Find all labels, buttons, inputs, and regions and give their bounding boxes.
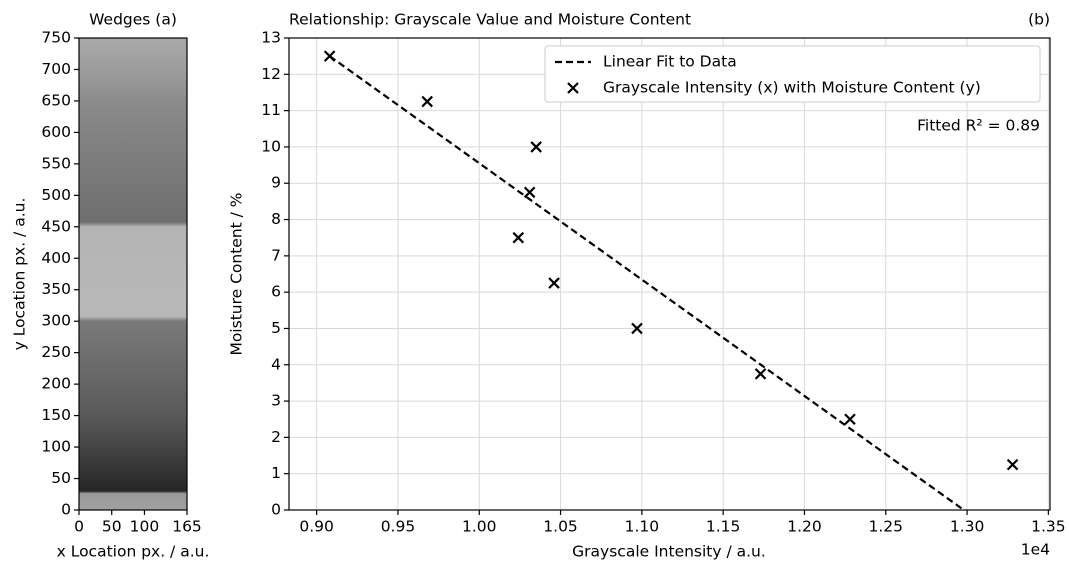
- y-tick-label: 150: [41, 406, 71, 424]
- panel-label: (b): [1028, 11, 1050, 29]
- wedge-image: [79, 38, 187, 510]
- x-tick-label: 1.30: [950, 518, 985, 536]
- point: [845, 414, 855, 424]
- x-tick-label: 1.15: [706, 518, 741, 536]
- x-tick-label: 0.95: [381, 518, 416, 536]
- x-tick-label: 1.00: [462, 518, 497, 536]
- point: [756, 369, 766, 379]
- y-tick-label: 13: [261, 29, 281, 47]
- y-tick-label: 200: [41, 375, 71, 393]
- x-tick-label: 1.05: [543, 518, 578, 536]
- panel-title: Wedges (a): [89, 11, 177, 29]
- y-tick-label: 600: [41, 123, 71, 141]
- x-tick-label: 1.35: [1031, 518, 1066, 536]
- legend: Linear Fit to Data Grayscale Intensity (x…: [545, 46, 1040, 102]
- y-tick-label: 10: [261, 137, 281, 155]
- y-tick-label: 350: [41, 280, 71, 298]
- point: [549, 278, 559, 288]
- y-tick-label: 6: [271, 283, 281, 301]
- point: [325, 51, 335, 61]
- y-tick-label: 0: [61, 501, 71, 519]
- x-tick-label: 165: [172, 518, 202, 536]
- fit-line: [330, 56, 964, 510]
- chart-title: Relationship: Grayscale Value and Moistu…: [289, 11, 691, 29]
- x-tick-label: 1.20: [787, 518, 822, 536]
- y-tick-label: 11: [261, 101, 281, 119]
- point: [525, 187, 535, 197]
- y-tick-label: 250: [41, 343, 71, 361]
- y-tick-label: 750: [41, 29, 71, 47]
- x-axis-label: Grayscale Intensity / a.u.: [572, 543, 766, 561]
- y-tick-label: 700: [41, 60, 71, 78]
- y-tick-label: 7: [271, 246, 281, 264]
- figure: Wedges (a) x Location px. / a.u. y Locat…: [0, 0, 1069, 562]
- legend-label: Grayscale Intensity (x) with Moisture Co…: [603, 79, 981, 97]
- y-tick-label: 300: [41, 312, 71, 330]
- y-tick-label: 2: [271, 428, 281, 446]
- y-tick-label: 5: [271, 319, 281, 337]
- y-tick-label: 8: [271, 210, 281, 228]
- y-tick-label: 4: [271, 355, 281, 373]
- y-tick-label: 650: [41, 91, 71, 109]
- x-offset-label: 1e4: [1021, 541, 1050, 559]
- y-tick-label: 400: [41, 249, 71, 267]
- x-tick-label: 100: [130, 518, 160, 536]
- y-tick-label: 50: [51, 469, 71, 487]
- legend-label: Linear Fit to Data: [603, 53, 737, 71]
- y-tick-label: 1: [271, 464, 281, 482]
- y-tick-label: 3: [271, 392, 281, 410]
- annotation: Fitted R² = 0.89: [917, 117, 1040, 135]
- y-tick-label: 550: [41, 154, 71, 172]
- x-tick-label: 50: [102, 518, 122, 536]
- y-tick-label: 100: [41, 438, 71, 456]
- y-tick-label: 0: [271, 501, 281, 519]
- y-axis-label: Moisture Content / %: [228, 192, 246, 355]
- x-tick-label: 0: [74, 518, 84, 536]
- y-tick-label: 12: [261, 65, 281, 83]
- x-tick-label: 1.25: [869, 518, 904, 536]
- y-tick-label: 450: [41, 217, 71, 235]
- point: [422, 97, 432, 107]
- x-tick-label: 0.90: [299, 518, 334, 536]
- x-tick-label: 1.10: [625, 518, 660, 536]
- y-tick-label: 500: [41, 186, 71, 204]
- point: [1008, 460, 1018, 470]
- y-tick-label: 9: [271, 174, 281, 192]
- point: [513, 233, 523, 243]
- y-axis-label: y Location px. / a.u.: [11, 198, 29, 351]
- x-axis-label: x Location px. / a.u.: [57, 543, 210, 561]
